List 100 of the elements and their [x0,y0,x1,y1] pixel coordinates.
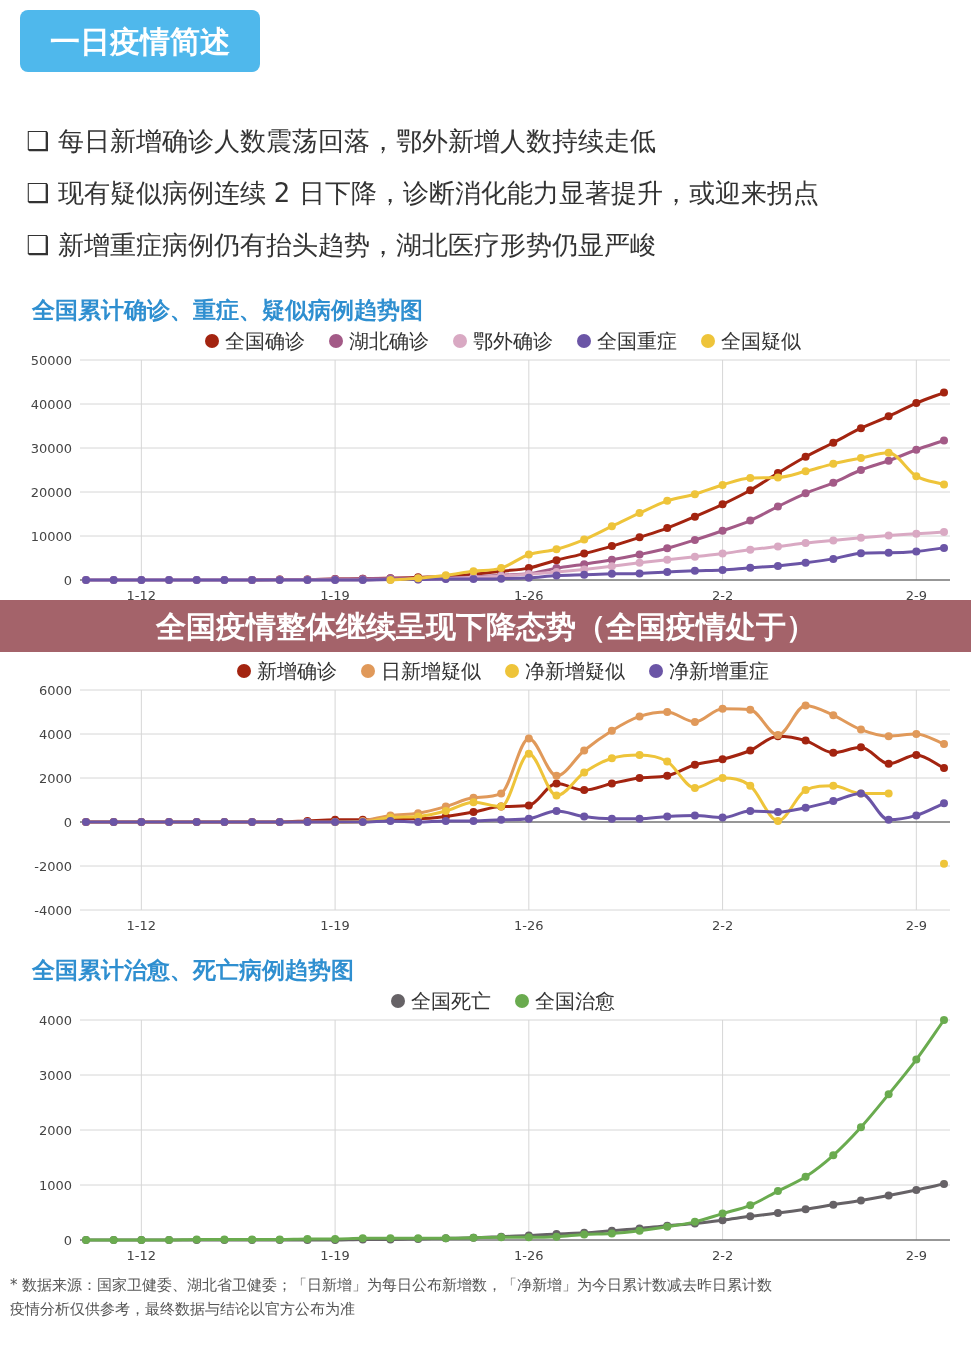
point [801,1172,810,1181]
point [856,533,865,542]
point [607,562,616,571]
y-tick-label: 40000 [30,397,72,412]
point [690,490,699,499]
point [773,1209,782,1218]
legend-label: 鄂外确诊 [473,329,553,353]
point [635,774,644,782]
point [690,566,699,575]
x-tick-label: 1-19 [320,918,350,933]
point [940,1016,948,1024]
point [607,814,616,823]
point [912,750,921,759]
point [635,814,644,823]
point [884,732,893,741]
point [441,816,450,825]
point [441,807,450,815]
y-tick-label: 0 [63,815,72,830]
point [773,808,782,817]
chart-title: 全国疫情整体继续呈现下降态势（全国疫情处于） [155,609,816,644]
y-tick-label: 50000 [30,353,72,368]
point [718,774,727,782]
point [801,786,810,795]
point [801,736,810,745]
chart-title: 全国累计治愈、死亡病例趋势图 [31,957,354,983]
point [773,1187,782,1196]
point [856,725,865,734]
text: 疫情分析仅供参考，最终数据与结论以官方公布为准 [10,1300,355,1318]
point [912,811,921,820]
point [746,545,755,554]
y-tick-label: 1000 [38,1178,72,1193]
point [773,816,782,825]
point [829,711,838,720]
point [580,812,589,821]
point [524,550,533,559]
y-tick-label: 2000 [38,1123,72,1138]
point [718,549,727,558]
point [746,516,755,525]
point [884,1090,893,1099]
point [690,717,699,726]
legend-label: 全国疑似 [721,329,801,353]
chart-title: 全国累计确诊、重症、疑似病例趋势图 [31,297,423,323]
point [856,743,865,752]
point [580,570,589,579]
point [856,1196,865,1205]
y-tick-label: 2000 [38,771,72,786]
text: 一日疫情简述 [50,24,230,59]
x-tick-label: 2-9 [905,918,927,933]
point [884,548,893,557]
point [469,816,478,825]
point [829,459,838,468]
point [940,543,948,552]
point [607,522,616,531]
point [829,536,838,545]
point [884,531,893,540]
point [912,445,921,454]
legend-label: 全国死亡 [411,989,491,1013]
point [663,555,672,564]
point [635,550,644,559]
point [663,496,672,505]
point [746,1212,755,1221]
point [607,569,616,578]
y-tick-label: -2000 [34,859,72,874]
point [663,568,672,577]
point [663,524,672,533]
point [524,734,533,743]
point [912,1055,921,1064]
text: * 数据来源：国家卫健委、湖北省卫健委；「日新增」为每日公布新增数，「净新增」为今日累计数减去昨日累计数 [10,1276,773,1294]
point [580,535,589,544]
x-tick-label: 1-26 [514,588,544,603]
point [690,811,699,820]
legend-label: 日新增疑似 [381,659,481,683]
y-tick-label: 0 [63,573,72,588]
y-tick-label: 3000 [38,1068,72,1083]
point [884,448,893,457]
point [801,701,810,710]
y-tick-label: 30000 [30,441,72,456]
point [912,399,921,408]
legend-label: 全国治愈 [535,989,615,1013]
point [635,533,644,542]
point [690,512,699,521]
point [940,764,948,773]
point [801,452,810,461]
point [469,808,478,817]
point [912,730,921,738]
point [746,1201,755,1210]
point [801,489,810,498]
text: ❑ 新增重症病例仍有抬头趋势，湖北医疗形势仍显严峻 [26,230,656,260]
point [746,563,755,572]
point [580,746,589,755]
point [856,1123,865,1132]
y-tick-label: -4000 [34,903,72,918]
point [607,726,616,735]
point [829,748,838,757]
point [718,565,727,574]
legend-label: 湖北确诊 [349,329,429,353]
legend-label: 净新增重症 [669,659,769,683]
x-tick-label: 1-12 [126,918,157,933]
point [829,797,838,806]
x-tick-label: 1-19 [320,588,350,603]
